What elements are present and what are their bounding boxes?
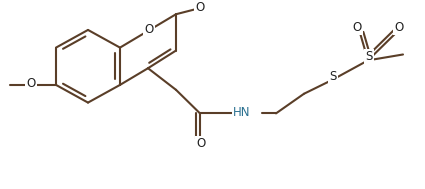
Text: S: S	[329, 70, 337, 83]
Text: O: O	[26, 77, 36, 90]
Text: S: S	[366, 50, 373, 63]
Text: O: O	[196, 1, 204, 14]
Text: O: O	[352, 22, 362, 34]
Text: O: O	[196, 137, 206, 150]
Text: O: O	[394, 22, 404, 34]
Text: O: O	[144, 23, 153, 36]
Text: HN: HN	[233, 106, 251, 119]
